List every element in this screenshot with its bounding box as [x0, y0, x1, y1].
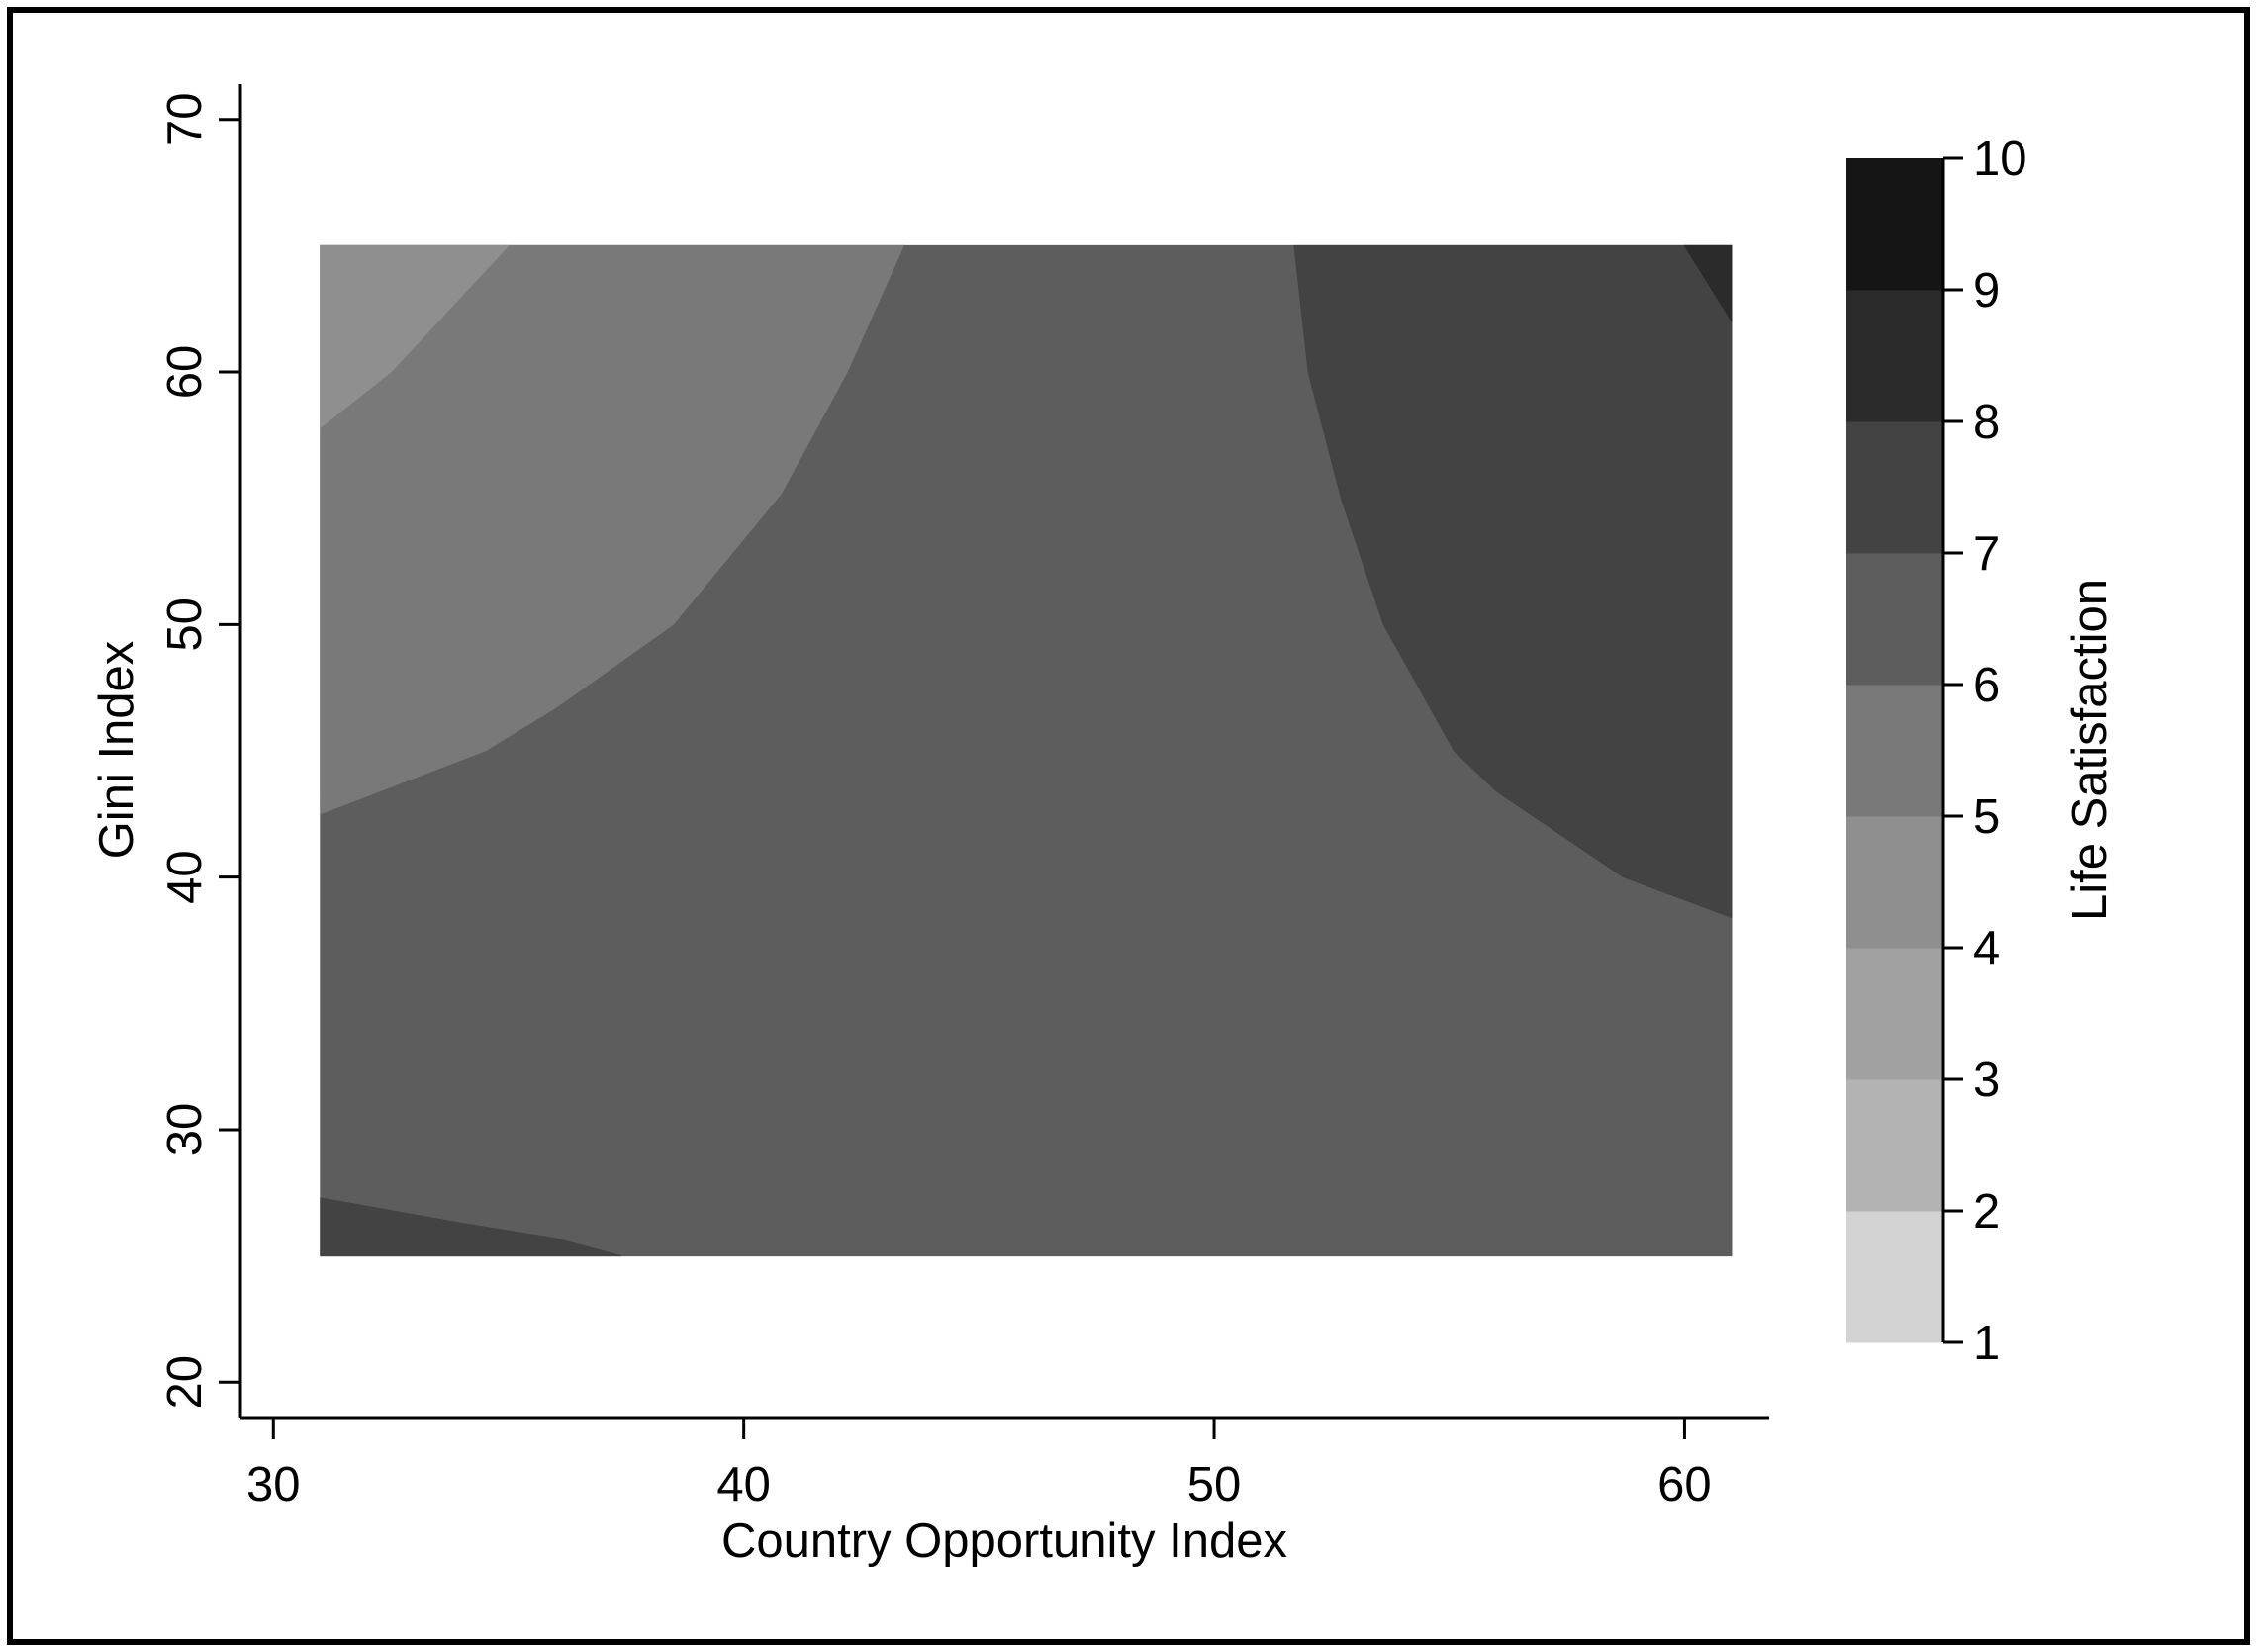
legend-tick-label: 5: [1973, 790, 2000, 844]
legend-swatch: [1846, 685, 1943, 817]
legend-tick-label: 6: [1973, 659, 2000, 712]
x-axis-title: Country Opportunity Index: [721, 1514, 1287, 1568]
y-tick-label: 60: [158, 345, 212, 400]
legend-tick-label: 8: [1973, 396, 2000, 449]
legend-swatch: [1846, 421, 1943, 554]
legend-swatch: [1846, 553, 1943, 686]
contour-region-7-8: [320, 1197, 622, 1257]
axes: [238, 84, 1769, 1420]
x-axis-ticks: 30 40 50 60: [246, 1418, 1712, 1512]
y-tick-label: 30: [158, 1103, 212, 1157]
legend-swatch: [1846, 816, 1943, 949]
legend-tick-label: 4: [1973, 922, 2000, 975]
x-tick-label: 50: [1187, 1458, 1242, 1512]
y-axis-ticks: 20 30 40 50 60 70: [158, 92, 240, 1410]
legend-title: Life Satisfaction: [2063, 579, 2116, 921]
y-tick-label: 40: [158, 850, 212, 904]
contour-region-5-6: [320, 244, 905, 815]
contour-plot: [320, 244, 1733, 1257]
legend-tick-label: 3: [1973, 1054, 2000, 1107]
y-axis-title: Gini Index: [90, 641, 143, 860]
y-tick-label: 70: [158, 92, 212, 146]
x-tick-label: 60: [1657, 1458, 1712, 1512]
legend-tick-label: 9: [1973, 264, 2000, 318]
contour-region-8-9: [1683, 244, 1733, 323]
legend-swatch: [1846, 158, 1943, 291]
legend-tick-label: 2: [1973, 1185, 2000, 1239]
contour-region-7-8: [1293, 244, 1733, 919]
legend-swatch: [1846, 1211, 1943, 1343]
x-tick-label: 30: [246, 1458, 301, 1512]
legend-tick-label: 1: [1973, 1317, 2000, 1370]
contour-region-4-5: [320, 244, 511, 429]
legend-swatch: [1846, 290, 1943, 422]
legend-tick-label: 7: [1973, 527, 2000, 581]
legend-tick-label: 10: [1973, 133, 2027, 186]
y-tick-label: 50: [158, 597, 212, 652]
y-tick-label: 20: [158, 1355, 212, 1410]
legend-swatch: [1846, 948, 1943, 1080]
legend-swatch: [1846, 1079, 1943, 1212]
x-tick-label: 40: [716, 1458, 771, 1512]
colorbar-legend: 1 2 3 4 5 6 7 8 9 10: [1846, 133, 2027, 1370]
